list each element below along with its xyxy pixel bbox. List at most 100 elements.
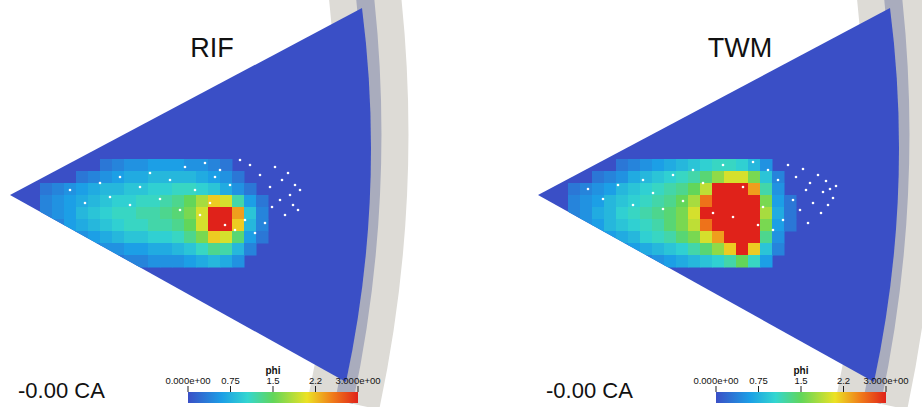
cell [208,219,221,232]
colorbar-tick-label: 3.000e+00 [335,375,380,386]
cell [736,207,749,220]
cell [760,231,773,244]
cell [64,183,77,196]
cell [220,195,233,208]
title: RIF [190,33,234,63]
cell [124,171,137,184]
cell [640,183,653,196]
field-background [538,8,899,382]
particle [632,204,635,207]
cell [784,195,797,208]
cell [712,159,725,172]
colorbar-tick-label: 2.2 [837,375,850,386]
particle [119,176,122,179]
cell [616,207,629,220]
annotation: -0.00 CA [18,378,105,403]
cell [100,171,113,184]
colorbar-tick-label: 0.75 [221,375,240,386]
cell [88,243,101,256]
cell [136,207,149,220]
cell [148,255,161,268]
cell [148,195,161,208]
cell [40,207,53,220]
particle [199,214,202,217]
particle [682,200,685,203]
particle [274,166,277,169]
cell [688,195,701,208]
cell [124,195,137,208]
cell [52,231,65,244]
cell [580,207,593,220]
particle [219,169,222,172]
cell [772,183,785,196]
cell [580,183,593,196]
figure: RIF-0.00 CAphi0.000e+000.751.52.23.000e+… [0,0,922,407]
cell [652,159,665,172]
cell [208,183,221,196]
cell [160,219,173,232]
particle [159,198,162,201]
cell [148,171,161,184]
cell [196,159,209,172]
cell [604,171,617,184]
cell [52,219,65,232]
cell [124,231,137,244]
cell [256,231,269,244]
particle [204,162,207,165]
cell [736,243,749,256]
colorbar-tick [230,386,231,392]
cell [628,255,641,268]
cell [172,171,185,184]
cell [124,183,137,196]
colorbar-tick [758,386,759,392]
cell [64,195,77,208]
cell [688,207,701,220]
cell [760,159,773,172]
cell [700,207,713,220]
cell [136,183,149,196]
cell [748,219,761,232]
cell [604,243,617,256]
cell [112,159,125,172]
cell [724,183,737,196]
cell [232,183,245,196]
cell [88,219,101,232]
cell [160,243,173,256]
particle [617,184,620,187]
particle [84,202,87,205]
cell [628,159,641,172]
colorbar: phi0.000e+000.751.52.23.000e+00 [693,365,908,403]
cell [256,195,269,208]
cell [616,231,629,244]
cell [76,219,89,232]
cell [628,183,641,196]
cell [208,207,221,220]
cell [184,255,197,268]
cell [232,171,245,184]
cell [652,255,665,268]
particle [169,179,172,182]
particle [827,204,830,207]
cell [712,195,725,208]
colorbar-tick-label: 0.000e+00 [165,375,210,386]
cell [664,231,677,244]
particle [254,232,257,235]
particle [825,180,828,183]
cell [628,195,641,208]
cell [112,219,125,232]
particle [129,204,132,207]
cell [760,255,773,268]
cell [640,207,653,220]
cell [772,171,785,184]
cell [136,255,149,268]
cell [208,195,221,208]
colorbar-tick-label: 3.000e+00 [863,375,908,386]
particle [817,174,820,177]
cell [616,243,629,256]
cell [244,207,257,220]
cell [652,195,665,208]
particle [742,186,745,189]
cell [700,255,713,268]
cell [592,219,605,232]
cell [604,195,617,208]
